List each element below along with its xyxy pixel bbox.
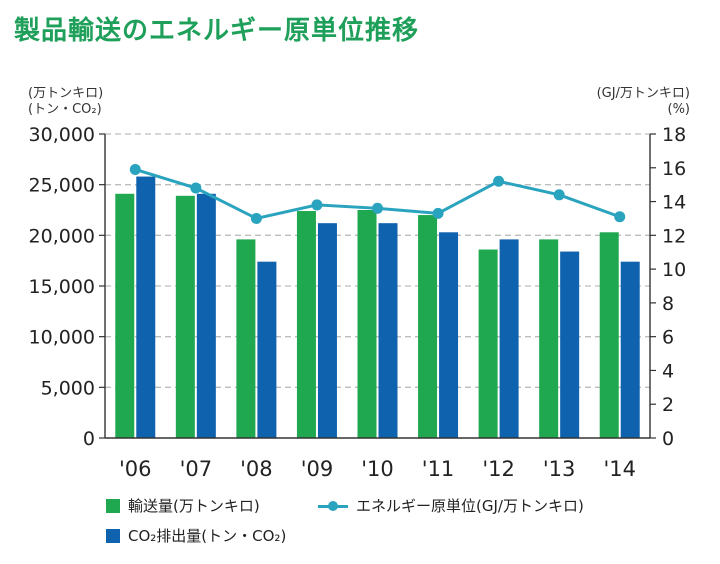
right-tick-label: 12 <box>662 225 686 247</box>
point-energy <box>432 207 444 219</box>
point-energy <box>190 182 202 194</box>
bar-co2 <box>136 176 156 438</box>
left-tick-label: 20,000 <box>29 225 95 247</box>
bar-co2 <box>257 261 277 438</box>
legend-item-co2: CO₂排出量(トン・CO₂) <box>106 525 286 546</box>
bar-volume <box>418 215 438 438</box>
left-tick-label: 30,000 <box>29 124 95 146</box>
right-tick-label: 0 <box>662 428 674 450</box>
x-tick-label: '12 <box>482 457 515 481</box>
right-tick-label: 10 <box>662 259 686 281</box>
point-energy <box>311 199 323 211</box>
bar-co2 <box>620 261 640 438</box>
right-tick-label: 18 <box>662 124 686 146</box>
bar-co2 <box>378 223 398 438</box>
bar-volume <box>236 239 256 438</box>
legend-item-energy: エネルギー原単位(GJ/万トンキロ) <box>318 495 584 516</box>
x-tick-label: '09 <box>301 457 334 481</box>
bar-volume <box>115 193 135 438</box>
legend-swatch-co2 <box>106 528 120 543</box>
bar-co2 <box>499 239 519 438</box>
left-tick-label: 15,000 <box>29 276 95 298</box>
point-energy <box>614 211 626 223</box>
left-axis-unit-1: (万トンキロ) <box>28 86 103 101</box>
bar-volume <box>599 232 619 438</box>
bar-co2 <box>439 232 459 438</box>
x-tick-label: '07 <box>180 457 213 481</box>
right-axis-unit-1: (GJ/万トンキロ) <box>597 86 690 101</box>
bar-volume <box>175 195 195 438</box>
right-tick-label: 6 <box>662 327 674 349</box>
right-tick-label: 4 <box>662 360 674 382</box>
page-title: 製品輸送のエネルギー原単位推移 <box>14 16 420 46</box>
bar-co2 <box>560 251 580 438</box>
x-tick-label: '06 <box>119 457 152 481</box>
right-axis-unit-2: (%) <box>668 102 691 117</box>
right-tick-label: 2 <box>662 394 674 416</box>
x-tick-label: '08 <box>240 457 273 481</box>
right-tick-label: 14 <box>662 192 686 214</box>
point-energy <box>553 189 565 201</box>
left-tick-label: 5,000 <box>41 377 95 399</box>
bar-co2 <box>317 223 337 438</box>
point-energy <box>250 212 262 224</box>
left-tick-label: 25,000 <box>29 175 95 197</box>
point-energy <box>493 175 505 187</box>
legend-swatch-energy <box>318 499 348 513</box>
legend-label-co2: CO₂排出量(トン・CO₂) <box>128 527 287 545</box>
x-tick-label: '14 <box>603 457 636 481</box>
x-tick-label: '10 <box>361 457 394 481</box>
bar-volume <box>539 239 559 438</box>
x-tick-label: '13 <box>543 457 576 481</box>
bar-volume <box>357 210 377 438</box>
x-tick-label: '11 <box>422 457 455 481</box>
point-energy <box>372 202 383 214</box>
left-axis-unit-2: (トン・CO₂) <box>28 102 102 117</box>
legend-swatch-volume <box>106 498 120 513</box>
right-tick-label: 16 <box>662 158 686 180</box>
legend-label-energy: エネルギー原単位(GJ/万トンキロ) <box>356 497 584 515</box>
legend-label-volume: 輸送量(万トンキロ) <box>128 497 260 515</box>
legend-item-volume: 輸送量(万トンキロ) <box>106 495 260 516</box>
left-tick-label: 0 <box>83 428 95 450</box>
bar-volume <box>478 249 498 438</box>
right-tick-label: 8 <box>662 293 674 315</box>
bar-volume <box>296 211 316 438</box>
left-tick-label: 10,000 <box>29 327 95 349</box>
bar-co2 <box>196 193 216 438</box>
point-energy <box>129 163 141 175</box>
